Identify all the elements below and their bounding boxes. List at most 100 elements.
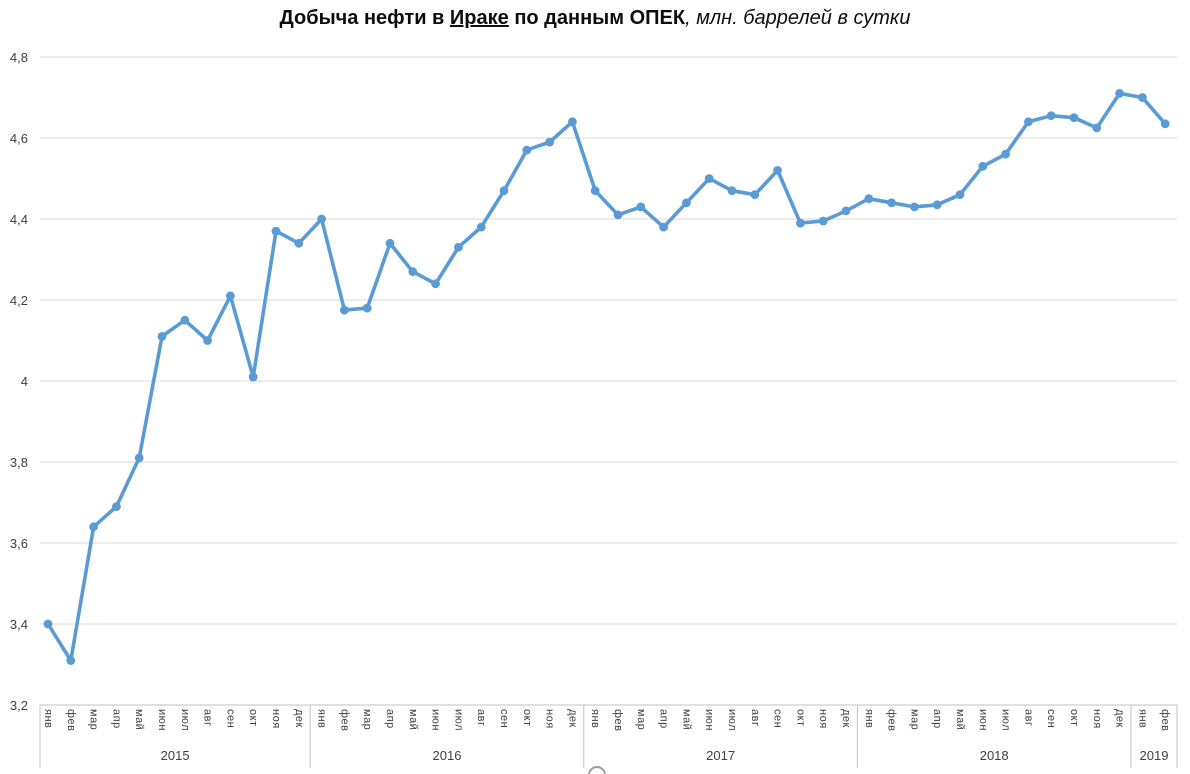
x-axis-month-label: июл <box>452 709 465 732</box>
data-point-marker <box>112 502 121 511</box>
data-point-marker <box>294 238 304 248</box>
y-axis-tick-label: 3,8 <box>9 454 28 470</box>
x-axis-month-label: янв <box>315 709 328 729</box>
x-axis-month-label: мар <box>634 709 647 731</box>
y-axis-tick-label: 4,6 <box>9 130 28 146</box>
data-point-marker <box>864 194 874 204</box>
x-axis-month-label: авг <box>1022 709 1035 727</box>
x-axis-month-label: ноя <box>543 709 556 729</box>
x-axis-month-label: июл <box>999 709 1012 732</box>
x-axis-month-label: дек <box>566 709 579 728</box>
x-axis-month-label: окт <box>1068 709 1080 727</box>
x-axis-month-label: апр <box>384 709 396 729</box>
y-axis-tick-label: 4 <box>20 373 28 389</box>
x-axis-month-label: окт <box>247 709 260 727</box>
data-point-marker <box>499 186 509 196</box>
data-point-marker <box>910 202 919 212</box>
x-axis-month-label: дек <box>840 709 852 728</box>
x-axis-month-label: фев <box>612 709 624 732</box>
data-point-marker <box>887 198 896 208</box>
y-axis-tick-label: 3,2 <box>9 697 28 713</box>
data-point-marker <box>408 267 418 277</box>
x-axis-year-label: 2016 <box>432 748 462 763</box>
x-axis-month-label: фев <box>338 709 351 732</box>
data-point-marker <box>590 186 600 196</box>
x-axis-month-label: ноя <box>1090 709 1103 729</box>
y-axis-tick-label: 4,8 <box>9 49 28 65</box>
chart-title-text: Добыча нефти в <box>279 7 450 29</box>
data-point-marker <box>89 522 98 532</box>
data-point-marker <box>43 619 53 629</box>
x-axis-month-label: ноя <box>270 709 282 729</box>
x-axis-month-label: янв <box>862 709 875 729</box>
data-point-marker <box>704 174 714 183</box>
x-axis-year-label: 2017 <box>706 748 736 763</box>
x-axis-month-label: май <box>406 709 419 731</box>
data-point-marker <box>1001 149 1010 159</box>
chart-title: Добыча нефти в Ираке по данным ОПЕК, млн… <box>0 7 1190 30</box>
x-axis-month-label: апр <box>931 709 944 729</box>
data-point-marker <box>841 206 851 216</box>
data-point-marker <box>636 202 646 212</box>
y-axis-tick-label: 4,4 <box>9 211 28 227</box>
data-point-marker <box>203 336 213 345</box>
data-point-marker <box>1160 119 1170 129</box>
data-point-marker <box>659 222 668 232</box>
data-point-marker <box>66 656 76 665</box>
data-point-marker <box>317 214 326 224</box>
x-axis-month-label: янв <box>1136 709 1149 729</box>
data-point-marker <box>773 166 782 175</box>
x-axis-month-label: фев <box>1159 709 1172 732</box>
bottom-edge-circle-artifact <box>588 766 606 774</box>
y-axis-tick-label: 3,4 <box>9 616 28 632</box>
x-axis-year-label: 2015 <box>160 748 190 763</box>
x-axis-month-label: май <box>954 709 966 731</box>
data-point-marker <box>568 117 577 127</box>
data-point-marker <box>613 210 623 220</box>
data-point-marker <box>1069 113 1079 123</box>
x-axis-month-label: сен <box>224 709 237 729</box>
x-axis-month-label: июл <box>178 709 191 732</box>
data-point-marker <box>522 145 532 155</box>
data-point-marker <box>818 216 828 226</box>
x-axis-year-label: 2018 <box>979 748 1009 763</box>
data-point-marker <box>180 315 190 325</box>
data-point-marker <box>476 222 486 232</box>
data-point-marker <box>226 291 235 301</box>
x-axis-month-label: сен <box>1045 709 1058 729</box>
data-point-marker <box>431 279 440 289</box>
data-point-marker <box>271 226 281 236</box>
chart-title-units: , млн. баррелей в сутки <box>685 7 911 29</box>
data-point-marker <box>454 242 463 252</box>
x-axis-month-label: июн <box>429 709 442 731</box>
x-axis-month-label: июн <box>703 709 716 731</box>
data-point-marker <box>955 190 965 200</box>
x-axis-month-label: июл <box>726 709 738 732</box>
x-axis-month-label: апр <box>657 709 670 729</box>
data-point-marker <box>932 200 942 210</box>
data-point-marker <box>978 161 988 171</box>
data-point-marker <box>1115 89 1124 98</box>
data-point-marker <box>1024 117 1033 127</box>
x-axis-month-label: мар <box>908 709 921 731</box>
data-point-marker <box>134 453 144 463</box>
data-point-marker <box>362 303 372 313</box>
x-axis-month-label: янв <box>42 709 54 729</box>
x-axis-month-label: авг <box>475 709 488 727</box>
x-axis-month-label: июн <box>156 709 168 731</box>
data-point-marker <box>796 218 805 228</box>
y-axis-tick-label: 3,6 <box>9 535 28 551</box>
x-axis-month-label: мар <box>361 709 374 731</box>
data-point-marker <box>1046 111 1056 121</box>
x-axis-month-label: май <box>680 709 693 731</box>
data-point-marker <box>727 186 737 196</box>
x-axis-month-label: янв <box>589 709 602 729</box>
x-axis-month-label: окт <box>794 709 807 727</box>
x-axis-month-label: дек <box>292 709 305 728</box>
data-point-marker <box>1138 93 1147 102</box>
x-axis-month-label: фев <box>885 709 898 732</box>
data-point-marker <box>1092 123 1102 133</box>
x-axis-month-label: сен <box>771 709 784 729</box>
